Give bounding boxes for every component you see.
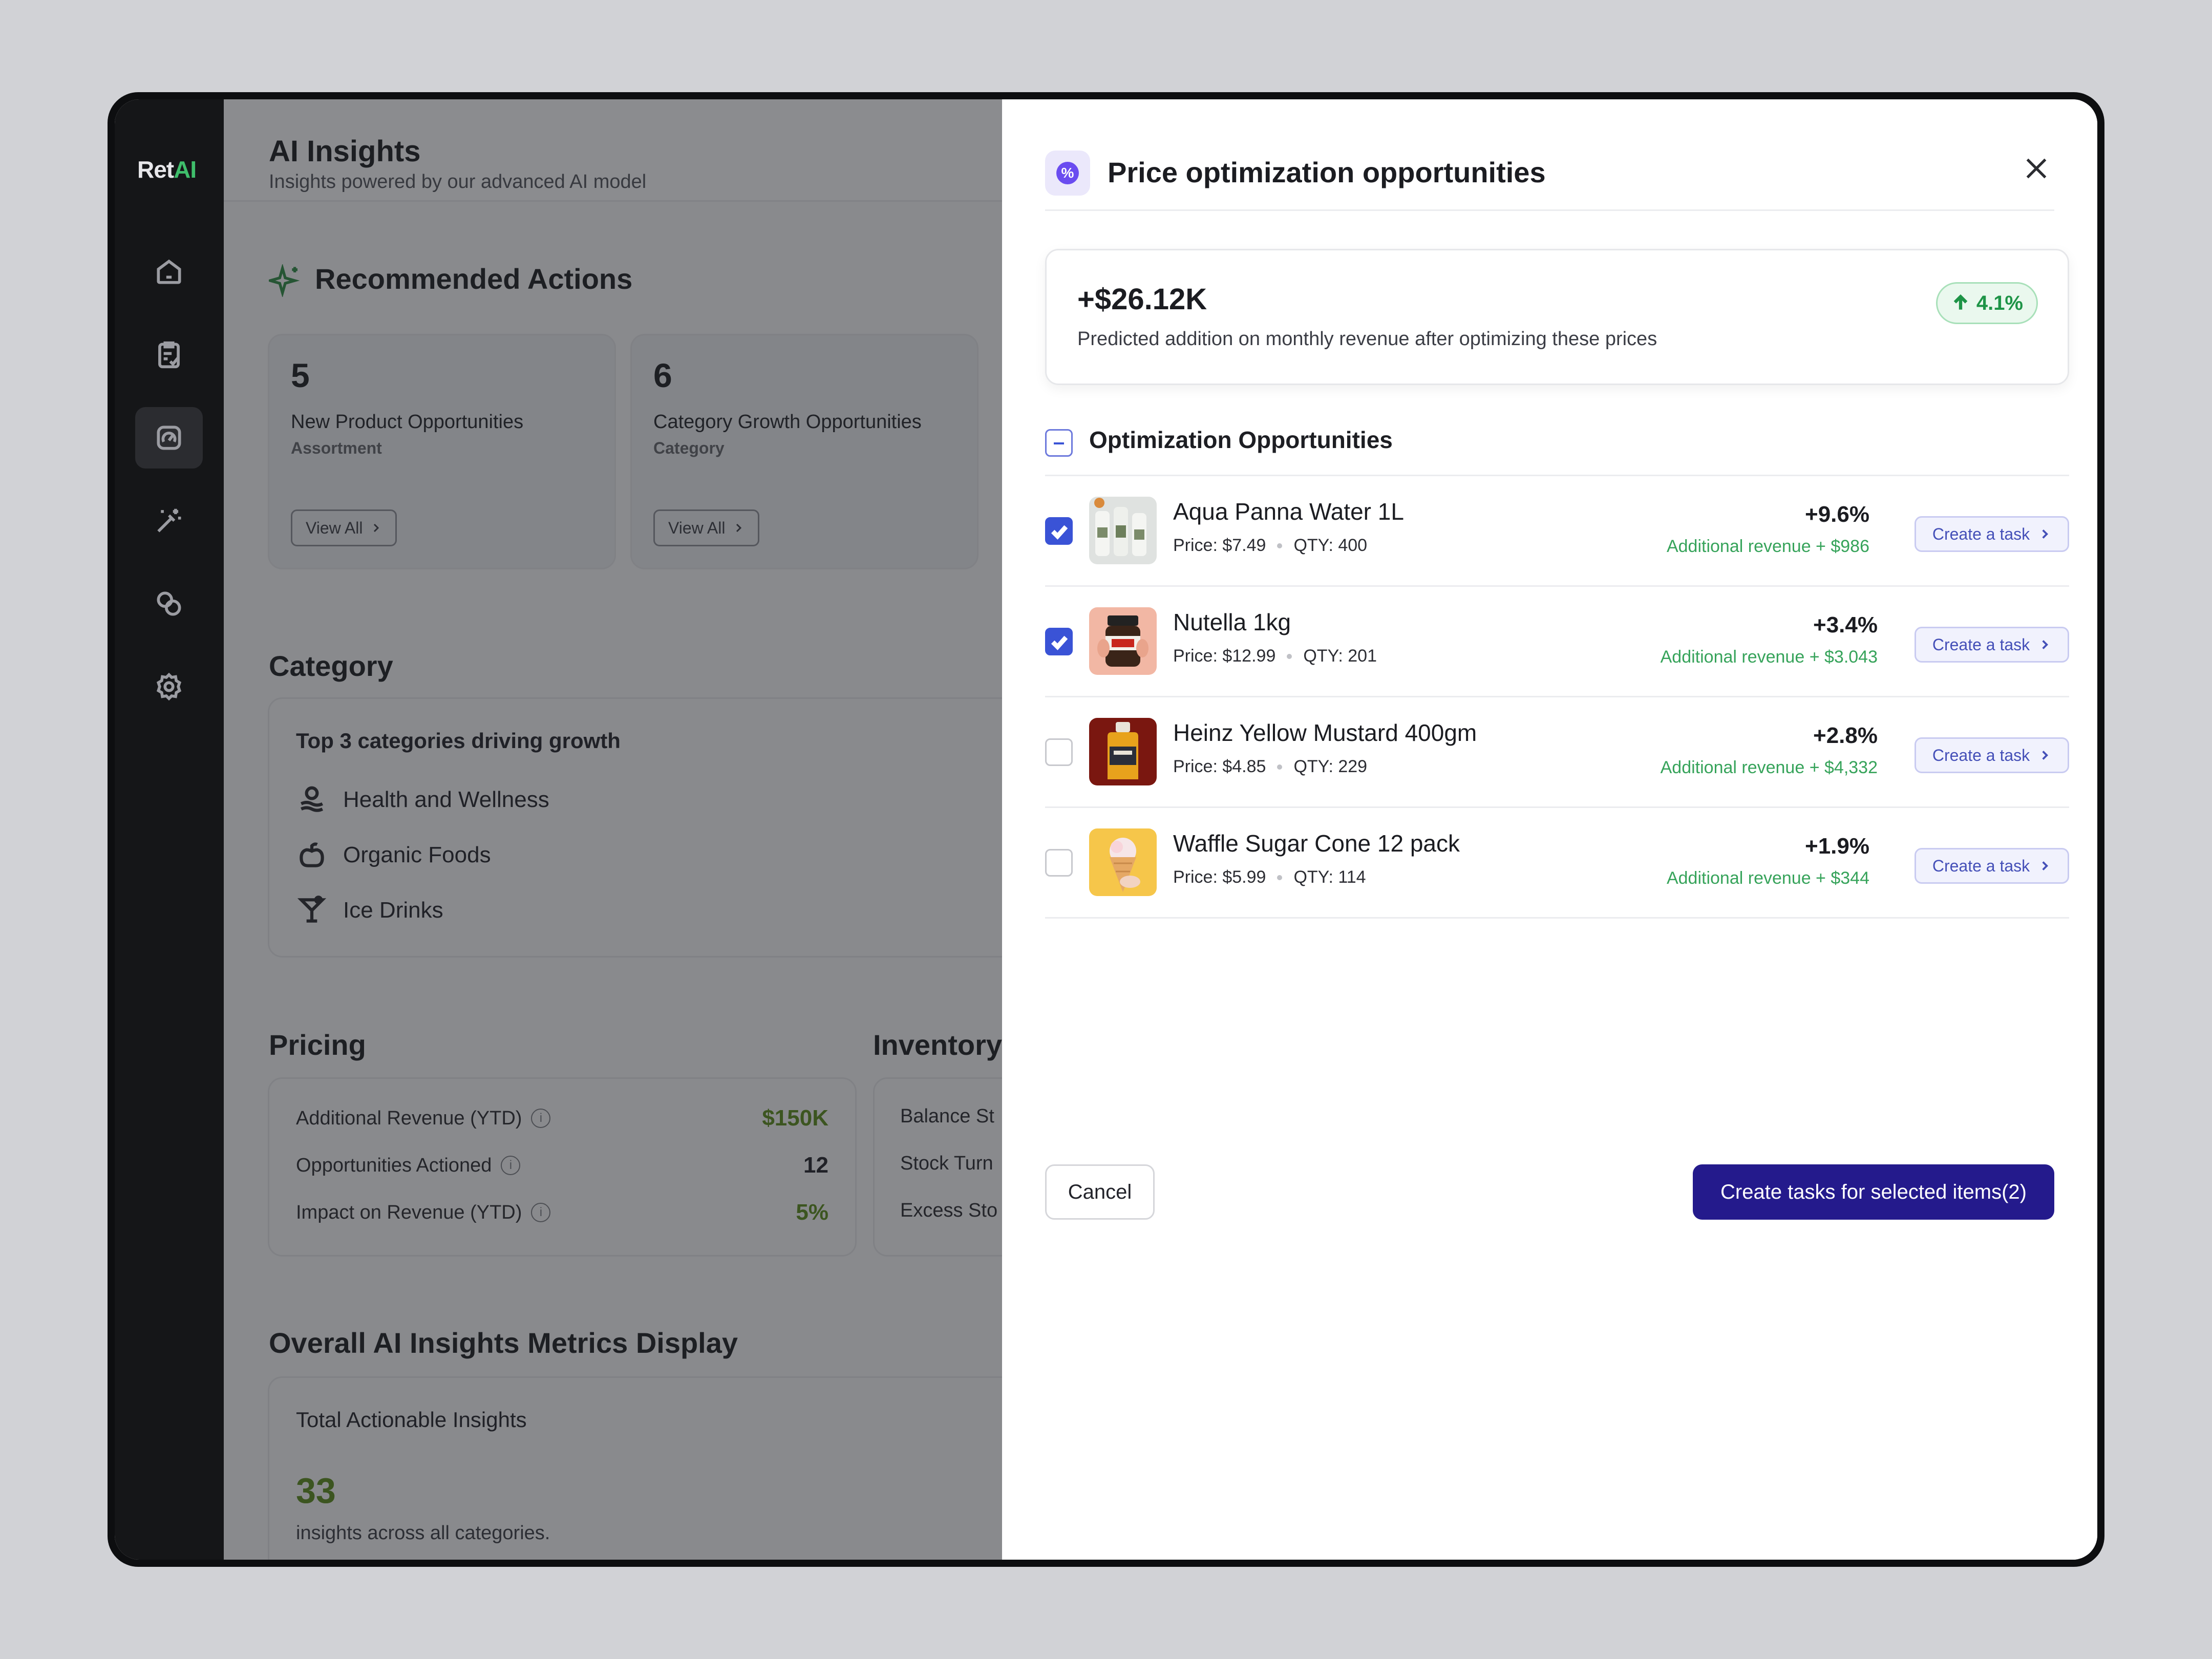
summary-description: Predicted addition on monthly revenue af… <box>1077 328 1657 350</box>
create-task-label: Create a task <box>1932 856 2030 875</box>
product-qty: QTY: 201 <box>1303 646 1377 666</box>
product-name: Nutella 1kg <box>1173 609 1291 635</box>
close-button[interactable] <box>2018 151 2054 186</box>
ice-cream-cone-image <box>1089 828 1157 896</box>
percent-badge-icon: % <box>1045 151 1090 196</box>
product-price: Price: $5.99 <box>1173 867 1266 887</box>
revenue-summary-card: +$26.12K Predicted addition on monthly r… <box>1045 249 2069 385</box>
opportunity-row: Aqua Panna Water 1L Price: $7.49 QTY: 400… <box>1045 476 2069 587</box>
gear-icon <box>156 672 182 701</box>
create-task-label: Create a task <box>1932 524 2030 543</box>
price-change: +1.9% <box>1805 834 1869 859</box>
chevron-right-icon <box>2042 751 2049 760</box>
product-thumbnail <box>1089 497 1157 564</box>
create-task-button[interactable]: Create a task <box>1915 627 2069 663</box>
row-checkbox[interactable] <box>1045 517 1073 545</box>
product-thumbnail <box>1089 607 1157 675</box>
additional-revenue: Additional revenue + $986 <box>1666 537 1869 556</box>
sidebar: RetAI <box>115 99 224 1560</box>
row-checkbox[interactable] <box>1045 738 1073 766</box>
product-price: Price: $4.85 <box>1173 757 1266 776</box>
product-meta: Price: $5.99 QTY: 114 <box>1173 867 1366 887</box>
change-value: 4.1% <box>1976 291 2023 314</box>
nav-home[interactable] <box>135 241 203 303</box>
product-qty: QTY: 114 <box>1293 867 1366 887</box>
product-meta: Price: $7.49 QTY: 400 <box>1173 536 1367 556</box>
magic-wand-icon <box>157 508 181 533</box>
create-task-button[interactable]: Create a task <box>1915 848 2069 884</box>
nav-insights[interactable] <box>135 407 203 469</box>
opportunity-row: Heinz Yellow Mustard 400gm Price: $4.85 Q… <box>1045 697 2069 808</box>
create-task-button[interactable]: Create a task <box>1915 737 2069 773</box>
product-name: Aqua Panna Water 1L <box>1173 498 1404 525</box>
screen: RetAI AI Insights Insights powered by ou… <box>115 99 2097 1560</box>
product-qty: QTY: 229 <box>1293 757 1368 776</box>
chevron-right-icon <box>2042 640 2049 649</box>
arrow-up-icon <box>1953 294 1968 310</box>
product-qty: QTY: 400 <box>1293 536 1368 555</box>
select-all-checkbox[interactable] <box>1045 429 1073 457</box>
mustard-bottle-image <box>1089 718 1157 785</box>
water-bottles-image <box>1089 497 1157 564</box>
price-change: +9.6% <box>1805 502 1869 527</box>
product-meta: Price: $4.85 QTY: 229 <box>1173 757 1367 777</box>
close-icon <box>2026 158 2047 179</box>
product-thumbnail <box>1089 828 1157 896</box>
create-task-label: Create a task <box>1932 746 2030 764</box>
nav-finance[interactable] <box>135 573 203 634</box>
row-checkbox[interactable] <box>1045 849 1073 877</box>
additional-revenue: Additional revenue + $344 <box>1666 868 1869 888</box>
chevron-right-icon <box>2042 529 2049 539</box>
home-icon <box>157 259 181 284</box>
change-badge: 4.1% <box>1936 282 2038 324</box>
drawer-title: Price optimization opportunities <box>1108 156 1546 188</box>
additional-revenue: Additional revenue + $4,332 <box>1660 758 1878 777</box>
nav-settings[interactable] <box>135 656 203 717</box>
nav-tasks[interactable] <box>135 324 203 386</box>
nav-ai-tools[interactable] <box>135 490 203 551</box>
insights-gauge-icon <box>157 426 181 450</box>
drawer-header: % Price optimization opportunities <box>1045 151 2054 211</box>
logo-text: Ret <box>137 156 174 183</box>
product-thumbnail <box>1089 718 1157 785</box>
create-task-button[interactable]: Create a task <box>1915 516 2069 552</box>
create-tasks-button[interactable]: Create tasks for selected items(2) <box>1693 1164 2054 1220</box>
check-icon <box>1051 525 1068 540</box>
check-icon <box>1051 635 1068 650</box>
product-price: Price: $12.99 <box>1173 646 1276 666</box>
chevron-right-icon <box>2042 861 2049 870</box>
coins-icon <box>157 591 181 616</box>
product-price: Price: $7.49 <box>1173 536 1266 555</box>
opportunity-row: Waffle Sugar Cone 12 pack Price: $5.99 QT… <box>1045 808 2069 919</box>
cancel-button[interactable]: Cancel <box>1045 1164 1155 1220</box>
product-name: Heinz Yellow Mustard 400gm <box>1173 719 1477 746</box>
clipboard-check-icon <box>158 341 180 369</box>
logo-accent-text: AI <box>174 156 197 183</box>
app-logo: RetAI <box>137 156 197 183</box>
opportunities-header: Optimization Opportunities <box>1045 416 2069 476</box>
summary-value: +$26.12K <box>1077 283 1207 316</box>
opportunities-title: Optimization Opportunities <box>1089 427 1393 453</box>
price-change: +2.8% <box>1813 723 1878 748</box>
create-task-label: Create a task <box>1932 635 2030 654</box>
modal-overlay[interactable] <box>224 99 1002 1560</box>
nutella-jar-image <box>1089 607 1157 675</box>
product-meta: Price: $12.99 QTY: 201 <box>1173 646 1377 666</box>
device-frame: RetAI AI Insights Insights powered by ou… <box>108 92 2104 1567</box>
price-optimization-drawer: % Price optimization opportunities +$26.… <box>1002 99 2097 1560</box>
product-name: Waffle Sugar Cone 12 pack <box>1173 830 1460 857</box>
price-change: +3.4% <box>1813 612 1878 637</box>
opportunity-row: Nutella 1kg Price: $12.99 QTY: 201 +3.4% … <box>1045 587 2069 697</box>
additional-revenue: Additional revenue + $3.043 <box>1660 647 1878 667</box>
row-checkbox[interactable] <box>1045 628 1073 655</box>
